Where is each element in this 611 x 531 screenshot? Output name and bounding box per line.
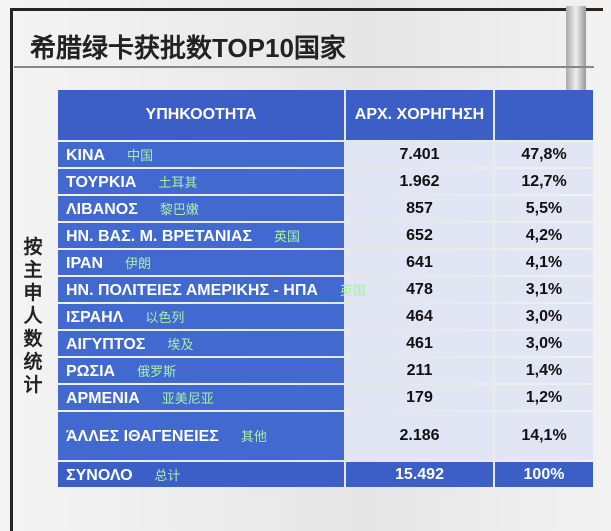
count-cell: 478	[346, 277, 493, 302]
country-name-zh: 英国	[274, 228, 301, 244]
percent-cell: 1,2%	[495, 385, 593, 410]
country-cell: ΗΝ. ΒΑΣ. Μ. ΒΡΕΤΑΝΙΑΣ 英国	[58, 223, 344, 248]
row: ΑΙΓΥΠΤΟΣ 埃及 461 3,0%	[58, 331, 593, 356]
country-name: ΚΙΝΑ	[66, 146, 106, 164]
country-cell: ΣΥΝΟΛΟ 总计	[58, 462, 344, 487]
country-cell: ΙΡΑΝ 伊朗	[58, 250, 344, 275]
country-cell: ΆΛΛΕΣ ΙΘΑΓΕΝΕΙΕΣ 其他	[58, 412, 344, 460]
country-name-zh: 土耳其	[158, 174, 198, 190]
title: 希腊绿卡获批数TOP10国家	[30, 33, 346, 63]
country-cell: ΑΙΓΥΠΤΟΣ 埃及	[58, 331, 344, 356]
row: ΗΝ. ΠΟΛΙΤΕΙΕΣ ΑΜΕΡΙΚΗΣ - ΗΠΑ 英国 478 3,1%	[58, 277, 593, 302]
row: ΣΥΝΟΛΟ 总计 15.492 100%	[58, 462, 593, 487]
percent-cell: 3,0%	[495, 304, 593, 329]
row: ΙΣΡΑΗΛ 以色列 464 3,0%	[58, 304, 593, 329]
country-name-zh: 以色列	[145, 309, 185, 325]
count-cell: 211	[346, 358, 493, 383]
header-row: ΥΠΗΚΟΟΤΗΤΑ ΑΡΧ. ΧΟΡΗΓΗΣΗ	[58, 90, 593, 140]
country-name: ΙΣΡΑΗΛ	[66, 308, 124, 326]
percent-cell: 3,1%	[495, 277, 593, 302]
country-cell: ΛΙΒΑΝΟΣ 黎巴嫩	[58, 196, 344, 221]
row: ΗΝ. ΒΑΣ. Μ. ΒΡΕΤΑΝΙΑΣ 英国 652 4,2%	[58, 223, 593, 248]
percent-cell: 4,1%	[495, 250, 593, 275]
country-name: ΑΙΓΥΠΤΟΣ	[66, 335, 146, 353]
count-cell: 461	[346, 331, 493, 356]
percent-cell: 5,5%	[495, 196, 593, 221]
count-cell: 1.962	[346, 169, 493, 194]
row: ΙΡΑΝ 伊朗 641 4,1%	[58, 250, 593, 275]
count-cell: 641	[346, 250, 493, 275]
row: ΛΙΒΑΝΟΣ 黎巴嫩 857 5,5%	[58, 196, 593, 221]
percent-cell: 3,0%	[495, 331, 593, 356]
country-cell: ΚΙΝΑ 中国	[58, 142, 344, 167]
frame	[10, 8, 603, 531]
country-name-zh: 亚美尼亚	[161, 390, 214, 406]
country-name-zh: 中国	[127, 147, 154, 163]
count-cell: 2.186	[346, 412, 493, 460]
country-name-zh: 其他	[240, 429, 267, 444]
country-cell: ΗΝ. ΠΟΛΙΤΕΙΕΣ ΑΜΕΡΙΚΗΣ - ΗΠΑ 英国	[58, 277, 366, 302]
country-name: ΡΩΣΙΑ	[66, 362, 116, 380]
count-cell: 652	[346, 223, 493, 248]
country-name: ΆΛΛΕΣ ΙΘΑΓΕΝΕΙΕΣ	[66, 428, 219, 445]
percent-cell: 4,2%	[495, 223, 593, 248]
count-cell: 179	[346, 385, 493, 410]
country-cell: ΤΟΥΡΚΙΑ 土耳其	[58, 169, 344, 194]
country-name-zh: 伊朗	[125, 255, 152, 271]
table: ΥΠΗΚΟΟΤΗΤΑ ΑΡΧ. ΧΟΡΗΓΗΣΗ ΚΙΝΑ 中国 7.401 47,8…	[56, 88, 595, 489]
row: ΚΙΝΑ 中国 7.401 47,8%	[58, 142, 593, 167]
percent-cell: 1,4%	[495, 358, 593, 383]
country-name-zh: 黎巴嫩	[159, 201, 199, 217]
row: ΤΟΥΡΚΙΑ 土耳其 1.962 12,7%	[58, 169, 593, 194]
country-name: ΗΝ. ΠΟΛΙΤΕΙΕΣ ΑΜΕΡΙΚΗΣ - ΗΠΑ	[66, 281, 318, 299]
count-cell: 464	[346, 304, 493, 329]
percent-cell: 47,8%	[495, 142, 593, 167]
country-cell: ΑΡΜΕΝΙΑ 亚美尼亚	[58, 385, 344, 410]
percent-cell: 100%	[495, 462, 593, 487]
country-name: ΗΝ. ΒΑΣ. Μ. ΒΡΕΤΑΝΙΑΣ	[66, 227, 253, 245]
rule	[14, 66, 594, 68]
percent-cell: 12,7%	[495, 169, 593, 194]
row: ΡΩΣΙΑ 俄罗斯 211 1,4%	[58, 358, 593, 383]
side-label: 按主申人数统计	[23, 237, 43, 396]
row: ΆΛΛΕΣ ΙΘΑΓΕΝΕΙΕΣ 其他 2.186 14,1%	[58, 412, 593, 460]
row: ΑΡΜΕΝΙΑ 亚美尼亚 179 1,2%	[58, 385, 593, 410]
country-name-zh: 埃及	[167, 336, 194, 352]
country-name: ΣΥΝΟΛΟ	[66, 466, 133, 484]
header-cell: ΑΡΧ. ΧΟΡΗΓΗΣΗ	[346, 90, 493, 140]
count-cell: 7.401	[346, 142, 493, 167]
country-name: ΤΟΥΡΚΙΑ	[66, 173, 137, 191]
country-name: ΙΡΑΝ	[66, 254, 104, 272]
country-name: ΛΙΒΑΝΟΣ	[66, 200, 138, 218]
country-name-zh: 英国	[339, 282, 366, 298]
country-cell: ΙΣΡΑΗΛ 以色列	[58, 304, 344, 329]
country-cell: ΡΩΣΙΑ 俄罗斯	[58, 358, 344, 383]
country-name-zh: 俄罗斯	[137, 363, 177, 379]
country-name-zh: 总计	[154, 467, 181, 483]
count-cell: 15.492	[346, 462, 493, 487]
percent-cell: 14,1%	[495, 412, 593, 460]
header-cell: ΥΠΗΚΟΟΤΗΤΑ	[58, 90, 344, 140]
count-cell: 857	[346, 196, 493, 221]
header-cell	[495, 90, 593, 140]
country-name: ΑΡΜΕΝΙΑ	[66, 389, 140, 407]
